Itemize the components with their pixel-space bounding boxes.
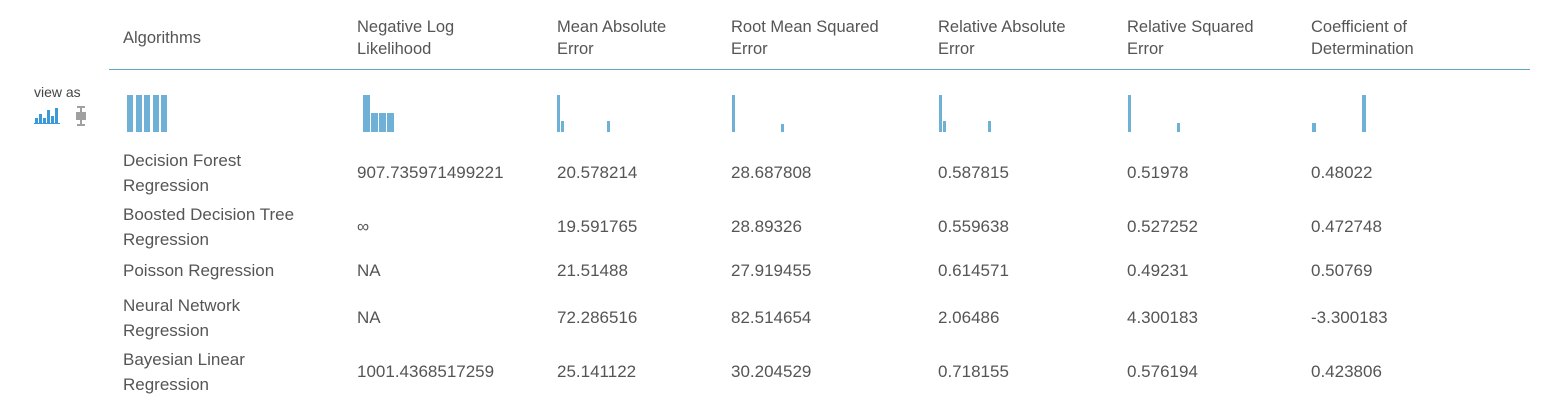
view-as-panel: view as [34,84,94,130]
header-relative-absolute-error[interactable]: Relative Absolute Error [938,18,1066,58]
table-cell: 0.614571 [938,261,1009,280]
histogram-bar [161,95,167,132]
table-cell: 0.49231 [1127,261,1189,280]
histogram-bar [144,95,150,132]
table-cell: 0.51978 [1127,163,1189,182]
histogram-bar [371,113,378,132]
table-cell: 0.423806 [1311,362,1382,381]
histogram-bar [557,95,560,132]
table-cell: 1001.4368517259 [357,362,495,381]
histogram-coefficient-of-determination[interactable] [1312,92,1372,132]
histogram-bar [135,95,142,132]
histogram-bar [363,95,370,132]
histogram-algorithms[interactable] [127,92,177,132]
table-cell: 30.204529 [731,362,812,381]
table-cell: 27.919455 [731,261,812,280]
table-cell: -3.300183 [1311,308,1388,327]
histogram-bar [152,95,159,132]
histogram-bar [1362,95,1366,132]
header-root-mean-squared-error[interactable]: Root Mean Squared Error [731,18,879,58]
histogram-bar [1128,95,1131,132]
header-divider [109,69,1530,70]
histogram-bar [943,121,946,132]
table-cell: ∞ [357,217,370,236]
table-cell: 20.578214 [557,163,638,182]
table-cell: 0.559638 [938,217,1009,236]
histogram-bar [939,95,942,132]
algorithm-name: Decision Forest Regression [123,151,242,195]
table-cell: 907.735971499221 [357,163,504,182]
histogram-bar [387,113,394,132]
histogram-bar [561,121,564,132]
table-cell: 0.587815 [938,163,1009,182]
table-cell: 28.89326 [731,217,802,236]
column-histograms [0,92,1542,134]
boxplot-view-icon[interactable] [74,106,88,126]
histogram-bar [607,121,610,132]
histogram-mean-absolute-error[interactable] [557,92,617,132]
header-algorithms[interactable]: Algorithms [123,29,201,47]
table-cell: 0.576194 [1127,362,1198,381]
view-as-label: view as [34,84,81,100]
histogram-relative-squared-error[interactable] [1128,92,1188,132]
histogram-view-icon[interactable] [34,106,62,124]
table-cell: 0.50769 [1311,261,1373,280]
algorithm-name: Neural Network Regression [123,296,241,340]
table-cell: 25.141122 [557,362,637,381]
table-cell: 21.51488 [557,261,628,280]
histogram-negative-log-likelihood[interactable] [363,92,413,132]
algorithm-name: Poisson Regression [123,261,275,280]
histogram-bar [781,124,784,132]
histogram-bar [1312,123,1316,132]
table-cell: 0.472748 [1311,217,1382,236]
table-header: Algorithms Negative Log Likelihood Mean A… [0,0,1542,70]
table-cell: 2.06486 [938,308,1000,327]
header-negative-log-likelihood[interactable]: Negative Log Likelihood [357,18,455,58]
table-cell: 4.300183 [1127,308,1198,327]
table-cell: 28.687808 [731,163,812,182]
histogram-bar [127,95,133,132]
algorithm-name: Bayesian Linear Regression [123,350,245,394]
histogram-relative-absolute-error[interactable] [939,92,999,132]
histogram-root-mean-squared-error[interactable] [732,92,792,132]
header-relative-squared-error[interactable]: Relative Squared Error [1127,18,1254,58]
table-cell: NA [357,308,381,327]
table-cell: 19.591765 [557,217,638,236]
table-cell: 72.286516 [557,308,638,327]
algorithm-name: Boosted Decision Tree Regression [123,205,295,249]
header-mean-absolute-error[interactable]: Mean Absolute Error [557,18,667,58]
table-cell: 82.514654 [731,308,812,327]
histogram-bar [379,113,386,132]
header-coefficient-of-determination[interactable]: Coefficient of Determination [1311,18,1414,58]
table-cell: 0.718155 [938,362,1009,381]
table-cell: NA [357,261,381,280]
histogram-bar [732,95,735,132]
histogram-bar [1177,123,1180,132]
histogram-bar [988,121,991,132]
table-cell: 0.527252 [1127,217,1198,236]
table-cell: 0.48022 [1311,163,1373,182]
